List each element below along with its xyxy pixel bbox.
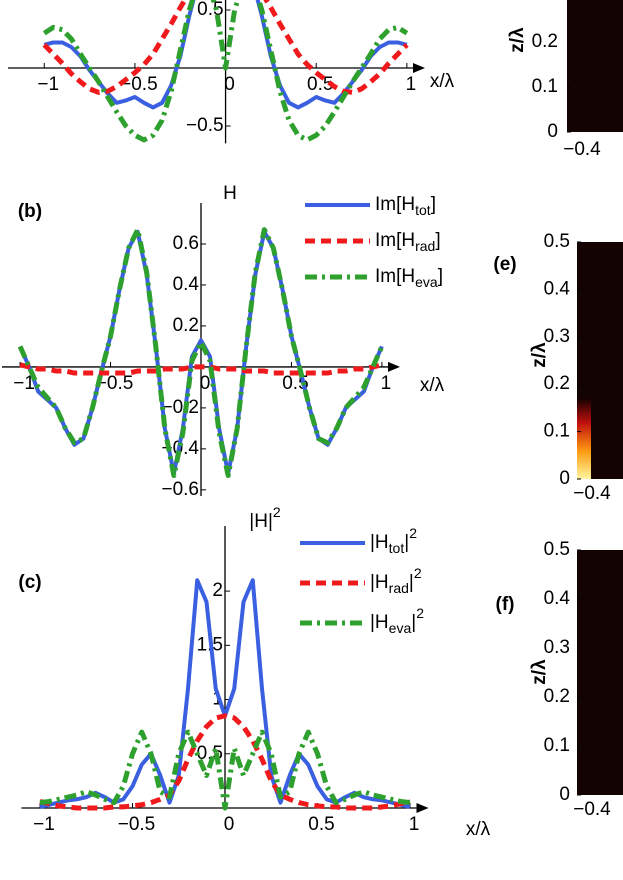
data-line: [39, 713, 411, 811]
y-axis-label: z/λ: [529, 342, 550, 368]
x-axis-arrow: [413, 63, 425, 73]
x-axis-label: x/λ: [420, 375, 445, 396]
heatmap-image: [567, 0, 623, 132]
y-tick-label: 2: [212, 580, 223, 601]
x-tick-label: −1: [37, 74, 59, 95]
legend-label: |Htot|2: [370, 525, 417, 556]
y-tick-label: −0.5: [186, 115, 224, 136]
panel-label: (e): [493, 254, 516, 275]
x-tick-label: −1: [13, 373, 35, 394]
x-tick-label: 0: [224, 814, 235, 835]
x-tick-label: −0.5: [96, 373, 134, 394]
y-tick-label: 0.1: [544, 421, 570, 442]
data-line: [42, 0, 409, 95]
x-axis-arrow: [416, 803, 429, 813]
x-tick-label: 1: [409, 814, 420, 835]
panel-label: (b): [18, 201, 42, 222]
y-tick-label: 0.4: [544, 278, 571, 299]
x-tick-label: −0.4: [573, 483, 611, 504]
y-tick-label: 0: [559, 468, 570, 489]
legend-label: |Hrad|2: [370, 565, 422, 596]
x-axis-arrow: [388, 361, 400, 372]
panel-label: (c): [18, 572, 41, 593]
x-tick-label: −0.5: [118, 814, 156, 835]
data-line: [17, 227, 385, 479]
x-tick-label: 0: [224, 74, 235, 95]
y-tick-label: 0.2: [532, 31, 558, 52]
y-tick-label: 0.6: [173, 233, 199, 254]
legend-label: Im[Hrad]: [375, 230, 441, 254]
x-tick-label: 0.5: [307, 74, 333, 95]
x-tick-label: −0.4: [573, 799, 611, 820]
y-tick-label: 0.2: [173, 315, 199, 336]
legend-label: Im[Htot]: [375, 194, 436, 218]
x-axis-label: x/λ: [466, 819, 491, 840]
x-axis-label: x/λ: [430, 71, 455, 92]
data-line: [42, 0, 409, 143]
legend-label: |Heva|2: [370, 605, 424, 636]
x-tick-label: 1: [381, 373, 392, 394]
y-axis-label: z/λ: [529, 659, 550, 685]
x-tick-label: 0.5: [308, 814, 334, 835]
y-tick-label: −0.6: [161, 479, 199, 500]
y-tick-label: 0.3: [544, 326, 570, 347]
heatmap-hotspot: [577, 399, 591, 479]
data-line: [39, 729, 411, 811]
x-tick-label: 1: [406, 74, 417, 95]
panel-label: (f): [496, 594, 515, 615]
y-axis-label: |H|2: [249, 504, 281, 532]
x-tick-label: 0: [200, 373, 211, 394]
y-tick-label: 0.1: [532, 76, 558, 97]
legend-label: Im[Heva]: [375, 266, 443, 290]
y-tick-label: 0.5: [544, 539, 570, 560]
heatmap-image: [577, 550, 623, 795]
x-tick-label: −1: [33, 814, 55, 835]
y-tick-label: 0.4: [544, 588, 571, 609]
y-tick-label: 0.5: [544, 231, 570, 252]
y-tick-label: 0.3: [544, 637, 570, 658]
y-tick-label: 0: [559, 784, 570, 805]
y-tick-label: 0: [547, 121, 558, 142]
y-tick-label: −0.2: [161, 397, 199, 418]
y-axis-label: z/λ: [507, 27, 528, 53]
y-tick-label: 0.4: [173, 274, 200, 295]
x-tick-label: −0.5: [120, 74, 158, 95]
x-tick-label: −0.4: [563, 139, 601, 160]
data-line: [19, 362, 383, 376]
y-tick-label: 0.1: [544, 735, 570, 756]
y-tick-label: 0.2: [544, 686, 570, 707]
y-tick-label: 0.2: [544, 373, 570, 394]
y-axis-label: H: [223, 183, 237, 204]
